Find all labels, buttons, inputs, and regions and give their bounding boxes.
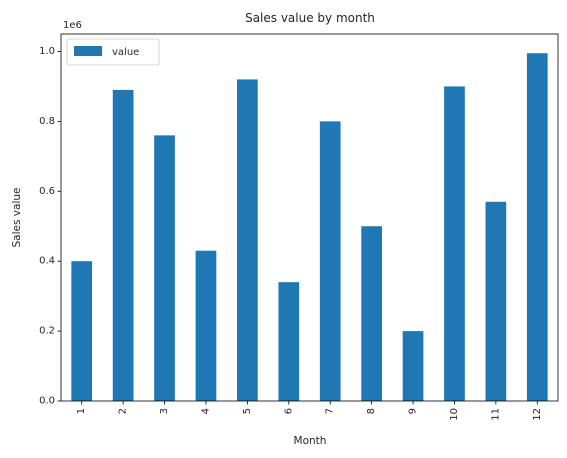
legend-box [66, 38, 160, 66]
bar-month-11 [485, 201, 507, 401]
y-tick-label: 1.0 [39, 46, 55, 57]
bar-month-7 [319, 121, 341, 401]
x-tick-label: 12 [532, 408, 543, 421]
x-tick-label: 9 [408, 408, 419, 414]
x-tick-label: 5 [242, 408, 253, 414]
chart-title: Sales value by month [245, 11, 375, 25]
y-tick-label: 0.6 [39, 186, 55, 197]
bar-month-6 [278, 282, 300, 401]
bar-month-4 [195, 250, 217, 401]
y-tick-label: 0.2 [39, 326, 55, 337]
legend: value [66, 38, 160, 66]
bar-month-9 [402, 331, 424, 401]
x-tick-label: 7 [325, 408, 336, 414]
plot-frame [60, 33, 559, 402]
bar-month-12 [526, 53, 548, 401]
y-axis-ticks: 0.0 0.2 0.4 0.6 0.8 1.0 [39, 46, 61, 407]
x-tick-label: 10 [449, 408, 460, 421]
bars-group [71, 53, 548, 401]
x-axis-label: Month [294, 435, 327, 447]
x-tick-label: 4 [200, 408, 211, 414]
y-multiplier-label: 1e6 [63, 20, 82, 31]
legend-swatch [74, 46, 102, 56]
y-axis-label: Sales value [11, 188, 23, 248]
x-tick-label: 3 [159, 408, 170, 414]
bar-month-10 [444, 86, 465, 401]
bar-month-8 [361, 226, 382, 401]
bar-month-5 [237, 79, 258, 401]
bar-month-1 [71, 261, 93, 401]
y-tick-label: 0.8 [39, 116, 55, 127]
x-tick-label: 1 [76, 408, 87, 414]
y-tick-label: 0.0 [39, 396, 55, 407]
x-tick-label: 11 [490, 408, 501, 421]
bar-month-3 [154, 135, 175, 401]
bar-month-2 [112, 89, 134, 401]
x-axis-ticks: 1 2 3 4 5 6 7 8 9 10 11 12 [76, 401, 543, 421]
x-tick-label: 2 [118, 408, 129, 414]
legend-label: value [112, 47, 139, 58]
x-tick-label: 8 [366, 408, 377, 414]
y-tick-label: 0.4 [39, 256, 55, 267]
x-tick-label: 6 [283, 408, 294, 414]
